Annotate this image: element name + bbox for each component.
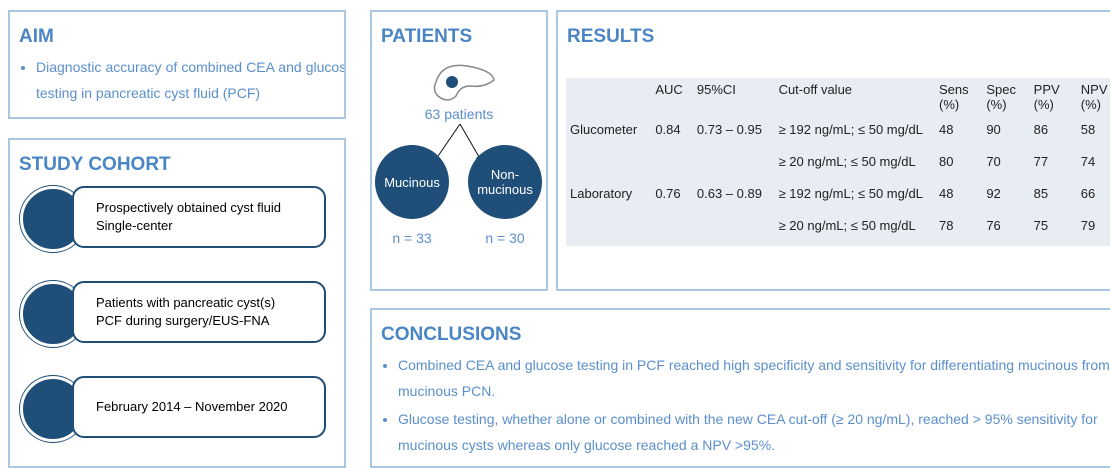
table-cell xyxy=(651,150,693,182)
table-cell: ≥ 20 ng/mL; ≤ 50 mg/dL xyxy=(775,214,935,246)
cohort-text: Single-center xyxy=(96,217,324,235)
cyst-icon xyxy=(446,76,458,88)
table-cell: 86 xyxy=(1030,118,1077,150)
header-cell: NPV (%) xyxy=(1077,78,1110,118)
section-title: CONCLUSIONS xyxy=(381,324,521,346)
header-cell: 95%CI xyxy=(693,78,775,118)
bullet: Combined CEA and glucose testing in PCF … xyxy=(398,352,1110,404)
cohort-panel: STUDY COHORT Prospectively obtained cyst… xyxy=(8,138,346,468)
cohort-text: PCF during surgery/EUS-FNA xyxy=(96,312,324,330)
total: 63 patients xyxy=(372,101,546,127)
table-cell: 77 xyxy=(1030,150,1077,182)
table-cell: 0.84 xyxy=(651,118,693,150)
header-cell: AUC xyxy=(651,78,693,118)
bullet: Glucose testing, whether alone or combin… xyxy=(398,406,1110,458)
table-cell: 75 xyxy=(1030,214,1077,246)
table-cell xyxy=(566,150,651,182)
group-n: n = 33 xyxy=(375,230,449,246)
table-cell: 0.73 – 0.95 xyxy=(693,118,775,150)
table-cell xyxy=(651,214,693,246)
group-circle: Non-mucinous xyxy=(468,145,542,219)
cohort-text: Patients with pancreatic cyst(s) xyxy=(96,294,324,312)
table-cell: 0.76 xyxy=(651,182,693,214)
cohort-text: February 2014 – November 2020 xyxy=(96,398,324,416)
poster: AIM Diagnostic accuracy of combined CEA … xyxy=(0,0,1110,458)
header-cell: Cut-off value xyxy=(775,78,935,118)
cohort-card: Patients with pancreatic cyst(s)PCF duri… xyxy=(72,281,326,343)
table-cell: 85 xyxy=(1030,182,1077,214)
table-cell: ≥ 192 ng/mL; ≤ 50 mg/dL xyxy=(775,118,935,150)
aim-panel: AIM Diagnostic accuracy of combined CEA … xyxy=(8,10,346,119)
section-title: RESULTS xyxy=(567,26,654,48)
table-cell: 74 xyxy=(1077,150,1110,182)
cohort-text: Prospectively obtained cyst fluid xyxy=(96,199,324,217)
table-cell: 78 xyxy=(935,214,982,246)
table-cell xyxy=(693,150,775,182)
table-cell xyxy=(693,214,775,246)
table-cell: 92 xyxy=(982,182,1029,214)
patients-panel: PATIENTS 63 patients Mucinous n = 33 Non-m… xyxy=(370,10,548,291)
table-cell: Laboratory xyxy=(566,182,651,214)
table-cell: 90 xyxy=(982,118,1029,150)
group-n: n = 30 xyxy=(468,230,542,246)
table-cell: 48 xyxy=(935,182,982,214)
pancreas-icon xyxy=(434,65,494,100)
section-title: STUDY COHORT xyxy=(19,154,171,176)
table-cell: 80 xyxy=(935,150,982,182)
header-cell xyxy=(566,78,651,118)
table-cell: 76 xyxy=(982,214,1029,246)
table-cell: 70 xyxy=(982,150,1029,182)
table-cell: 58 xyxy=(1077,118,1110,150)
section-title: PATIENTS xyxy=(381,26,472,48)
header-cell: Sens (%) xyxy=(935,78,982,118)
cohort-card: February 2014 – November 2020 xyxy=(72,376,326,438)
table-cell: ≥ 20 ng/mL; ≤ 50 mg/dL xyxy=(775,150,935,182)
table-cell: 0.63 – 0.89 xyxy=(693,182,775,214)
table-cell: ≥ 192 ng/mL; ≤ 50 mg/dL xyxy=(775,182,935,214)
bullet: Diagnostic accuracy of combined CEA and … xyxy=(36,54,346,106)
group-circle: Mucinous xyxy=(375,145,449,219)
table-cell xyxy=(566,214,651,246)
header-cell: Spec (%) xyxy=(982,78,1029,118)
table-cell: Glucometer xyxy=(566,118,651,150)
bullet-list: Combined CEA and glucose testing in PCF … xyxy=(380,352,1110,460)
conclusions-panel: CONCLUSIONS Combined CEA and glucose tes… xyxy=(370,308,1110,468)
header-cell: PPV (%) xyxy=(1030,78,1077,118)
section-title: AIM xyxy=(19,26,54,48)
bullet-list: Diagnostic accuracy of combined CEA and … xyxy=(18,54,346,106)
table-cell: 48 xyxy=(935,118,982,150)
table-cell: 79 xyxy=(1077,214,1110,246)
table-cell: 66 xyxy=(1077,182,1110,214)
